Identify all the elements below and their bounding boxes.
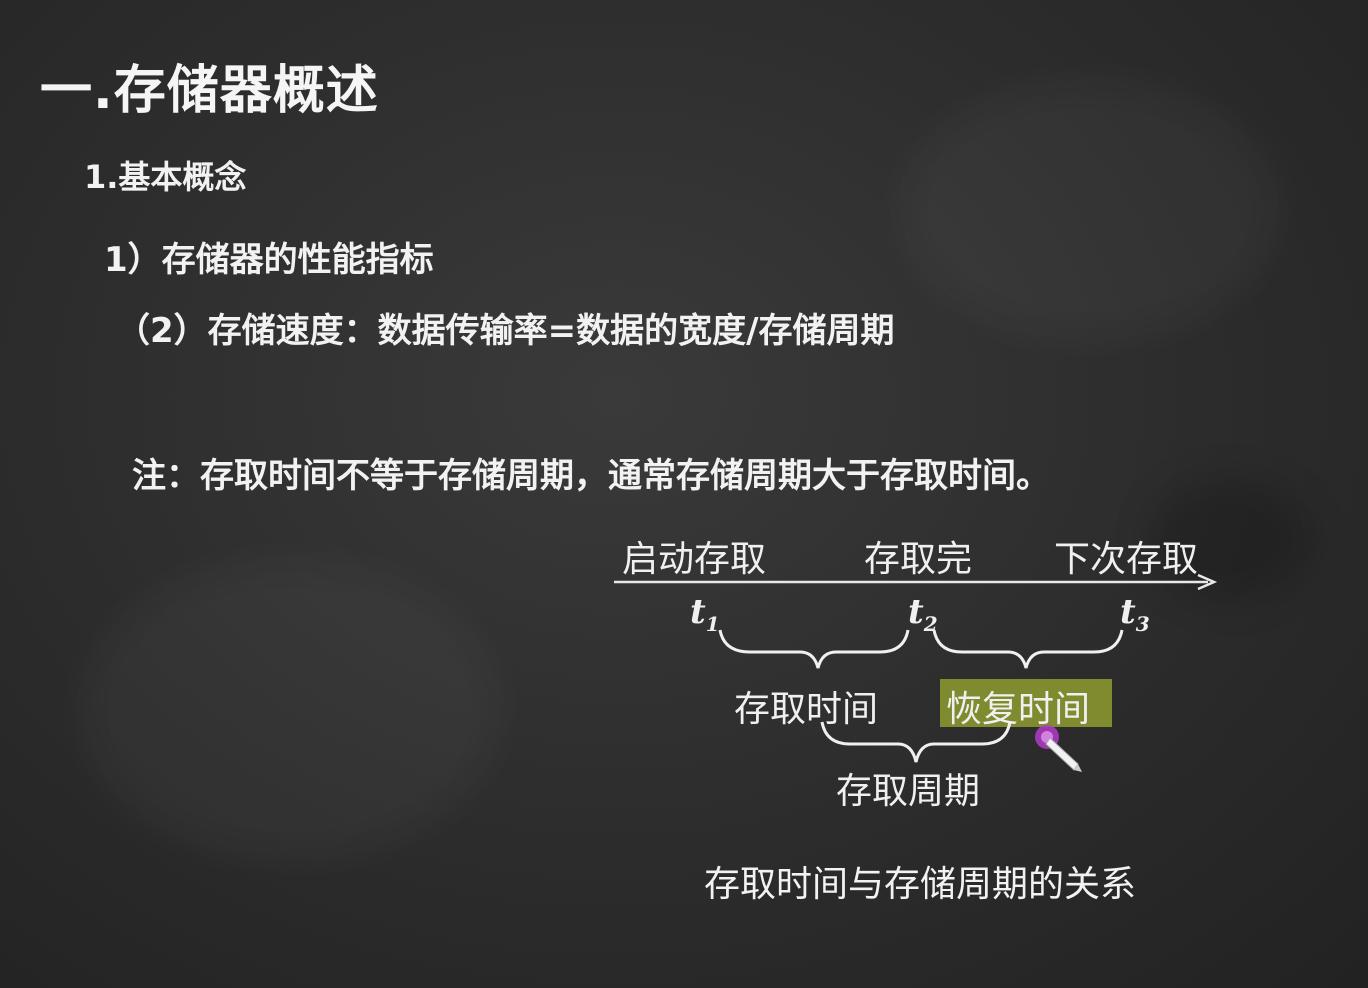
pen-pointer-icon (1035, 725, 1082, 772)
time-point-t3: t3 (1120, 592, 1150, 636)
access-time-brace (718, 629, 910, 669)
label-access-time: 存取时间 (734, 689, 879, 730)
subsection-heading: 1）存储器的性能指标 (104, 240, 434, 280)
recovery-time-brace (932, 629, 1124, 669)
label-access-cycle: 存取周期 (836, 771, 981, 812)
access-cycle-brace (820, 721, 1012, 763)
chalk-smudge (1150, 480, 1310, 600)
slide-title: 一.存储器概述 (40, 61, 379, 121)
section-heading: 1.基本概念 (84, 158, 247, 196)
label-start-access: 启动存取 (622, 539, 767, 580)
label-recovery-time: 恢复时间 (946, 689, 1091, 730)
time-point-t1: t1 (690, 592, 720, 636)
time-point-t2: t2 (908, 592, 938, 636)
diagram-caption: 存取时间与存储周期的关系 (704, 864, 1137, 905)
speed-definition: （2）存储速度：数据传输率=数据的宽度/存储周期 (116, 311, 895, 351)
label-next-access: 下次存取 (1054, 539, 1199, 580)
label-access-done: 存取完 (864, 539, 973, 580)
time-axis-arrow (614, 573, 1218, 591)
note-text: 注：存取时间不等于存储周期，通常存储周期大于存取时间。 (132, 456, 1050, 496)
recovery-time-highlight (940, 679, 1112, 727)
